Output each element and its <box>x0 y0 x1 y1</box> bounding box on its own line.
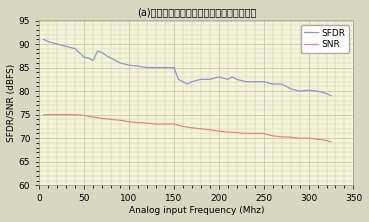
SNR <box>279 135 284 138</box>
Legend: SFDR, SNR: SFDR, SNR <box>300 25 349 53</box>
SNR <box>289 136 293 139</box>
SNR <box>163 123 167 125</box>
SNR <box>42 113 46 116</box>
Line: SFDR: SFDR <box>44 39 331 96</box>
SFDR <box>324 92 329 95</box>
SFDR <box>230 76 234 78</box>
SNR <box>199 127 203 130</box>
SFDR <box>297 90 302 92</box>
SFDR <box>46 40 51 43</box>
SFDR <box>306 89 311 91</box>
SNR <box>270 135 275 137</box>
SNR <box>145 122 149 125</box>
SFDR <box>270 83 275 85</box>
SFDR <box>172 66 176 69</box>
Line: SNR: SNR <box>44 115 331 142</box>
Title: (a)訊號雜訊比及無雜散訊號動態範圍的變化: (a)訊號雜訊比及無雜散訊號動態範圍的變化 <box>137 7 256 17</box>
X-axis label: Analog input Frequency (Mhz): Analog input Frequency (Mhz) <box>128 206 264 215</box>
SFDR <box>109 57 113 59</box>
Y-axis label: SFDR/SNR (dBFS): SFDR/SNR (dBFS) <box>7 64 16 142</box>
SFDR <box>86 57 91 59</box>
SNR <box>235 131 239 134</box>
SFDR <box>217 76 221 78</box>
SNR <box>190 127 194 129</box>
SFDR <box>145 66 149 69</box>
SFDR <box>199 78 203 81</box>
SFDR <box>100 51 104 54</box>
SFDR <box>136 65 140 67</box>
SFDR <box>104 54 109 57</box>
SFDR <box>82 56 86 59</box>
SNR <box>91 116 95 118</box>
SFDR <box>95 50 100 52</box>
SFDR <box>190 80 194 83</box>
SNR <box>244 132 248 135</box>
SFDR <box>181 80 185 83</box>
SFDR <box>64 45 68 48</box>
SNR <box>208 128 212 131</box>
SFDR <box>315 90 320 92</box>
SNR <box>100 117 104 120</box>
SFDR <box>55 43 59 45</box>
SFDR <box>154 66 158 69</box>
SNR <box>172 123 176 125</box>
SNR <box>64 113 68 116</box>
SFDR <box>176 78 180 81</box>
SNR <box>118 119 122 122</box>
SNR <box>82 114 86 117</box>
SFDR <box>262 80 266 83</box>
SFDR <box>225 78 230 81</box>
SNR <box>73 113 77 116</box>
SFDR <box>127 64 131 67</box>
SNR <box>262 132 266 135</box>
SNR <box>181 125 185 128</box>
SNR <box>127 120 131 123</box>
SFDR <box>244 80 248 83</box>
SNR <box>109 118 113 121</box>
SFDR <box>329 95 333 97</box>
SFDR <box>42 38 46 41</box>
SNR <box>217 130 221 133</box>
SNR <box>46 113 51 116</box>
SFDR <box>163 66 167 69</box>
SFDR <box>208 78 212 81</box>
SNR <box>252 132 257 135</box>
SNR <box>315 138 320 141</box>
SNR <box>297 137 302 139</box>
SFDR <box>73 48 77 50</box>
SNR <box>324 139 329 142</box>
SNR <box>329 141 333 143</box>
SFDR <box>279 83 284 85</box>
SNR <box>225 131 230 133</box>
SFDR <box>289 87 293 90</box>
SNR <box>306 137 311 139</box>
SFDR <box>91 59 95 62</box>
SNR <box>55 113 59 116</box>
SNR <box>154 123 158 125</box>
SNR <box>136 121 140 124</box>
SFDR <box>118 61 122 64</box>
SFDR <box>185 83 190 85</box>
SFDR <box>252 80 257 83</box>
SFDR <box>235 78 239 81</box>
